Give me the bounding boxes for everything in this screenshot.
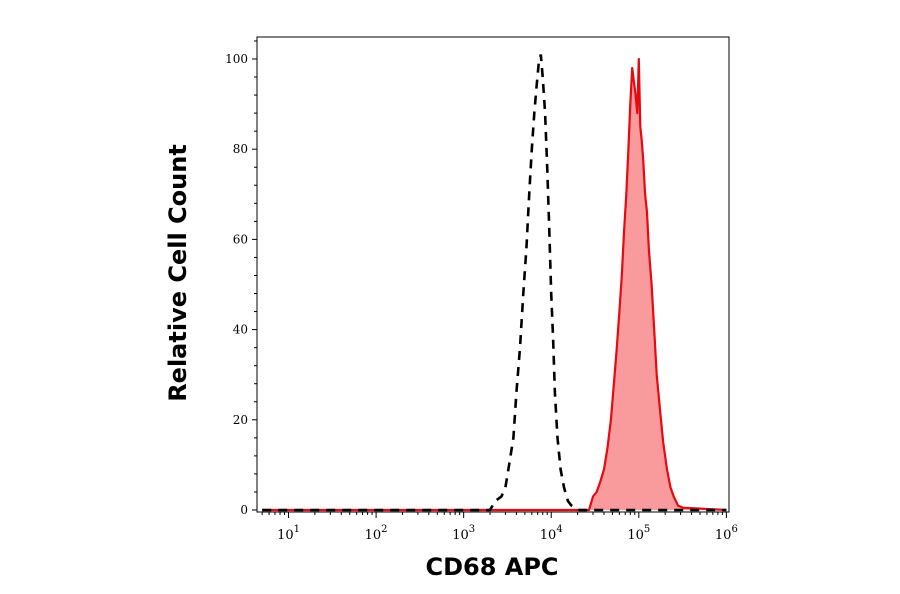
y-axis-title: Relative Cell Count bbox=[164, 144, 192, 402]
y-tick-label-1: 20 bbox=[233, 413, 248, 427]
x-tick-label-0: 101 bbox=[277, 524, 300, 543]
y-tick-label-2: 40 bbox=[233, 323, 248, 337]
x-tick-label-2: 103 bbox=[452, 524, 475, 543]
series-0-line bbox=[262, 54, 727, 512]
y-minor-ticks bbox=[254, 40, 257, 493]
x-tick-label-3: 104 bbox=[540, 524, 563, 543]
series-layer bbox=[262, 54, 727, 512]
plot-frame bbox=[256, 36, 730, 513]
y-tick-label-0: 0 bbox=[240, 503, 248, 517]
series-1-line bbox=[262, 57, 727, 512]
y-axis: 0 20 40 60 80 100 bbox=[225, 52, 257, 517]
y-tick-label-4: 80 bbox=[233, 142, 248, 156]
x-tick-label-1: 102 bbox=[365, 524, 388, 543]
y-tick-label-3: 60 bbox=[233, 232, 248, 246]
x-axis-title: CD68 APC bbox=[425, 553, 558, 581]
x-tick-label-5: 106 bbox=[715, 524, 738, 543]
series-1-fill bbox=[262, 59, 727, 510]
x-axis: 101 102 103 104 105 106 bbox=[277, 512, 738, 543]
y-tick-label-5: 100 bbox=[225, 52, 248, 66]
x-minor-ticks bbox=[261, 512, 723, 515]
x-tick-label-4: 105 bbox=[627, 524, 650, 543]
